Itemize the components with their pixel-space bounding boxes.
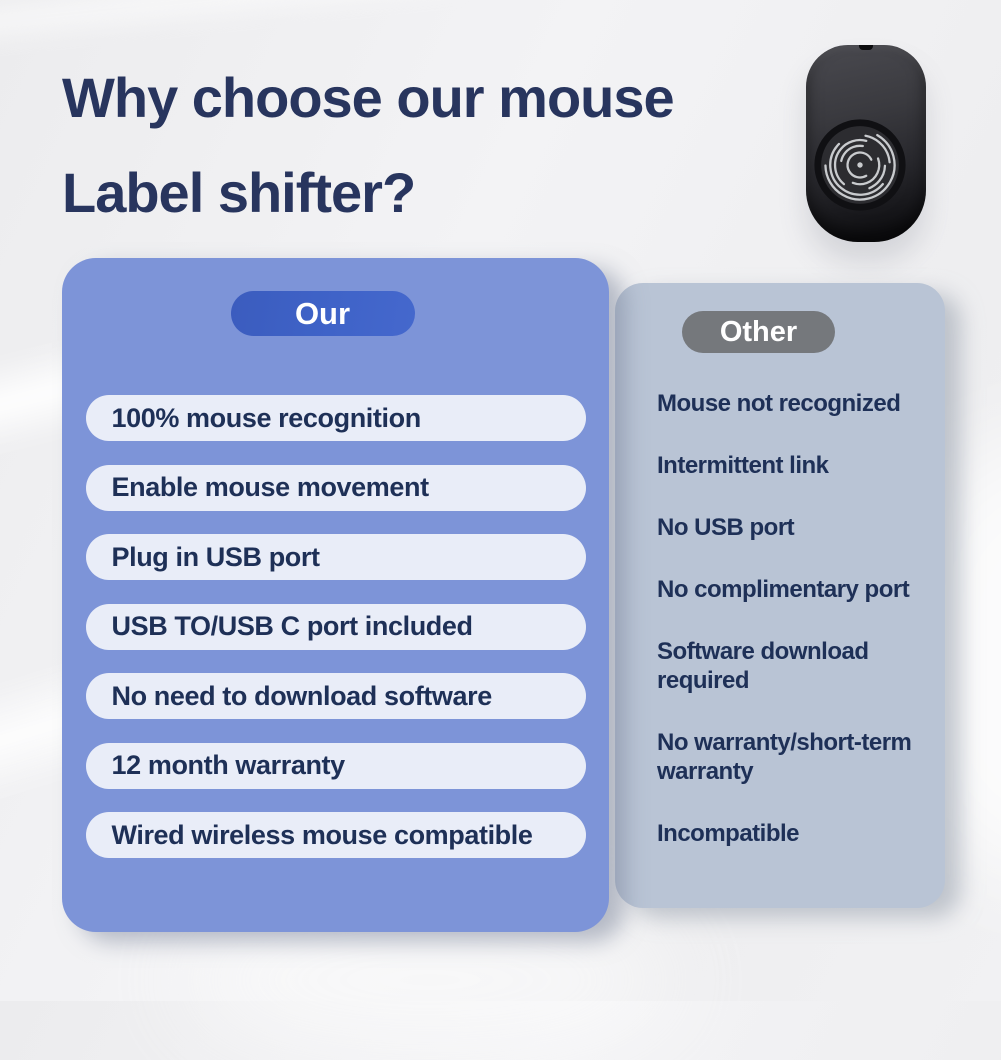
our-feature-item: Plug in USB port	[85, 534, 586, 580]
page-title: Why choose our mouse Label shifter?	[62, 50, 675, 240]
other-feature-item: Intermittent link	[657, 452, 829, 479]
our-feature-item: Wired wireless mouse compatible	[85, 812, 586, 858]
our-feature-item: USB TO/USB C port included	[85, 603, 586, 650]
other-feature-item: No warranty/short-term warranty	[657, 729, 912, 785]
other-feature-item: No USB port	[657, 514, 795, 541]
our-feature-list: 100% mouse recognition Enable mouse move…	[85, 395, 586, 858]
our-feature-item: 12 month warranty	[85, 742, 586, 789]
other-feature-item: Software download required	[657, 638, 869, 694]
our-badge: Our	[230, 291, 415, 336]
other-feature-item: Incompatible	[657, 820, 800, 847]
title-line-1: Why choose our mouse	[62, 66, 675, 129]
title-line-2: Label shifter?	[62, 161, 416, 224]
background-swoosh	[0, 0, 462, 58]
our-feature-item: No need to download software	[85, 673, 586, 719]
other-comparison-panel: Other Mouse not recognized Intermittent …	[615, 283, 945, 908]
other-feature-item: Mouse not recognized	[657, 390, 901, 417]
our-comparison-panel: Our 100% mouse recognition Enable mouse …	[62, 258, 609, 932]
our-feature-item: Enable mouse movement	[85, 464, 586, 511]
other-feature-item: No complimentary port	[657, 576, 910, 603]
our-feature-item: 100% mouse recognition	[85, 395, 586, 441]
other-feature-list: Mouse not recognized Intermittent link N…	[657, 389, 937, 881]
other-badge: Other	[682, 311, 835, 353]
concentric-circles-emblem	[814, 119, 906, 211]
product-photo-mouse-jiggler	[806, 45, 926, 242]
